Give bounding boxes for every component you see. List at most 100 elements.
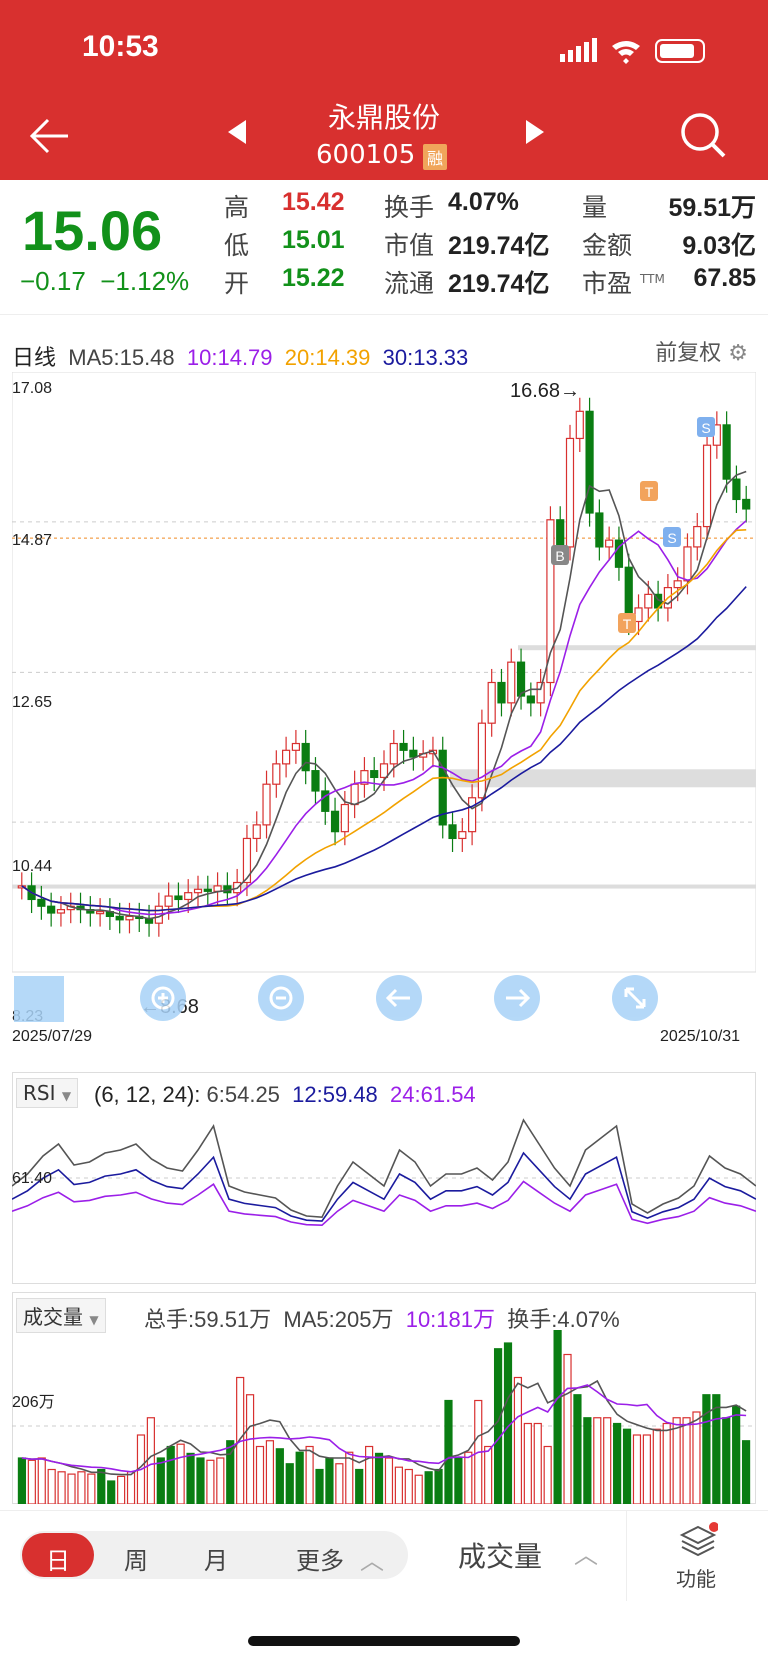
tab-month[interactable]: 月 [204,1547,228,1575]
rsi24-value: 24:61.54 [390,1082,476,1107]
rsi-dropdown[interactable]: RSI ▼ [16,1078,79,1108]
candle-body [585,410,594,514]
volume-bar [642,1434,651,1504]
sell-marker-label: S [701,420,710,436]
candle-body [47,905,56,914]
volume-bar [523,1422,532,1504]
volume-bar [285,1463,294,1504]
quote-value: 4.07% [448,188,519,216]
candle-body [193,888,203,894]
chevron-up-icon[interactable]: ︿ [360,1547,384,1575]
ma5-line [21,470,747,920]
price-change: −0.17 −1.12% [20,266,190,296]
volume-bar [454,1457,463,1504]
ma30-line [21,586,747,912]
candle-body [497,681,506,704]
volume-bar [424,1471,433,1504]
volume-bar [325,1457,334,1504]
fullscreen-icon[interactable] [612,975,658,1021]
zoom-out-icon[interactable] [258,975,304,1021]
candle-body [291,742,300,751]
battery-icon [655,39,705,63]
tab-more[interactable]: 更多 [296,1547,344,1575]
candle-body [448,824,457,840]
volume-bar [603,1417,612,1504]
volume-bar [553,1330,562,1504]
volume-chart[interactable] [12,1330,756,1504]
volume-bar [275,1448,284,1504]
ma30-value: 30:13.33 [382,345,469,370]
volume-bar [87,1473,96,1504]
chevron-up-icon[interactable]: ︿ [574,1541,598,1569]
candle-body [605,539,614,548]
volume-bar [374,1452,384,1504]
chart-frame [12,372,756,973]
candle-body [732,478,741,501]
ma-legend: 日线 MA5:15.48 10:14.79 20:14.39 30:13.33 [12,340,468,372]
candle-body [262,783,271,826]
candle-body [507,661,516,704]
candle-body [311,770,320,792]
pan-right-icon[interactable] [494,975,540,1021]
back-arrow-icon[interactable] [28,116,72,156]
volume-bar [126,1471,136,1504]
candle-body [575,410,584,440]
candle-body [722,424,731,480]
volume-bar [27,1459,36,1504]
candle-body [282,749,291,765]
volume-bar [394,1466,403,1504]
search-icon[interactable] [678,110,728,160]
candle-body [546,519,555,684]
sell-marker-label: S [667,530,676,546]
candle-body [409,749,418,758]
candle-body [272,763,281,785]
buy-marker-label: B [555,548,564,564]
indicator-selector[interactable]: 成交量 [458,1540,543,1573]
rsi-chart[interactable] [12,1110,756,1282]
ma20-line [21,529,747,912]
volume-bar [662,1422,671,1504]
bottom-toolbar: 日 周 月 更多 ︿ 成交量 ︿ 功能 [0,1510,768,1610]
candle-body [389,742,398,765]
ma10-value: 10:14.79 [186,345,273,370]
zoom-in-icon[interactable] [140,975,186,1021]
support-band [12,884,756,889]
volume-bar [315,1468,324,1504]
volume-bar [484,1445,493,1504]
status-bar: 10:53 [0,0,768,100]
candle-body [174,895,183,901]
pan-left-icon[interactable] [376,975,422,1021]
volume-bar [533,1422,542,1504]
volume-dropdown[interactable]: 成交量 ▼ [16,1298,106,1333]
quote-value: 219.74亿 [448,232,550,260]
gear-icon[interactable]: ⚙ [728,341,748,366]
volume-bar [384,1457,394,1504]
volume-bar [97,1468,106,1504]
candle-body [702,444,712,528]
tab-week[interactable]: 周 [124,1547,148,1575]
candle-body [56,909,66,914]
tab-day[interactable]: 日 [46,1547,70,1575]
volume-bar [593,1417,602,1504]
prev-stock-icon[interactable] [226,118,250,146]
candle-body [536,681,545,704]
quote-value: 15.01 [282,226,345,254]
rsi-legend: (6, 12, 24): 6:54.25 12:59.48 24:61.54 [94,1082,476,1108]
candle-body [350,783,359,806]
function-button[interactable]: 功能 [676,1567,716,1591]
volume-bar [543,1445,552,1504]
candle-body [438,749,447,826]
candle-body [203,888,212,892]
ma10-line [21,520,747,916]
next-stock-icon[interactable] [522,118,546,146]
layers-icon[interactable] [678,1521,718,1561]
volume-bar [622,1428,632,1504]
tab-active-bg [22,1533,94,1577]
rsi12-line [12,1151,756,1222]
volume-bar [513,1376,523,1504]
scroll-left-control[interactable] [14,976,64,1022]
candlestick-chart[interactable]: B S S T T [12,372,756,1022]
candle-body [370,770,379,779]
adjust-selector[interactable]: 前复权 ⚙ [655,335,748,367]
rsi-ref-label: 61.40 [12,1170,53,1187]
